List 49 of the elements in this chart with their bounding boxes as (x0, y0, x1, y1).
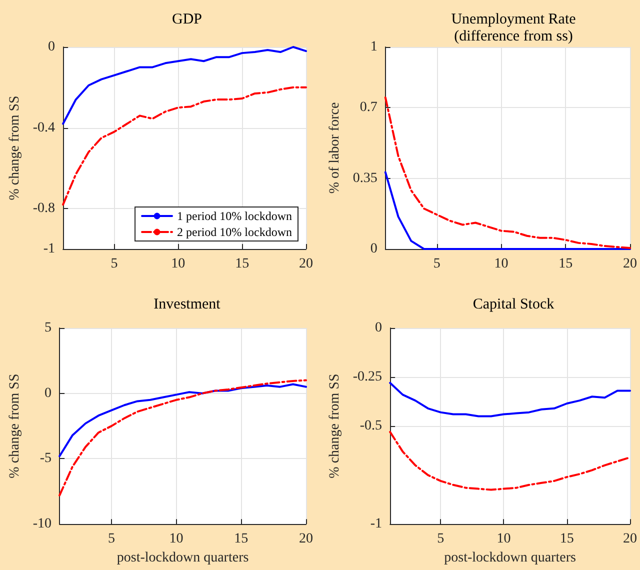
y-tick-label: 0.7 (360, 100, 378, 116)
x-axis-title: post-lockdown quarters (444, 550, 576, 566)
x-tick-label: 15 (234, 532, 248, 547)
x-tick-label: 10 (496, 532, 511, 547)
line-series (389, 430, 631, 491)
y-tick-label: 5 (44, 320, 52, 336)
x-tick-label: 15 (560, 532, 574, 547)
chart-title: Investment (154, 296, 222, 312)
x-tick-label: 20 (623, 532, 637, 547)
y-tick-label: -0.5 (360, 418, 382, 434)
y-tick-label: -0.25 (352, 370, 382, 385)
x-tick-label: 15 (235, 256, 250, 272)
y-axis-title: % change from SS (328, 374, 342, 478)
x-tick-label: 20 (299, 532, 313, 547)
y-axis-title: % change from SS (8, 96, 22, 200)
y-tick-label: 0 (44, 386, 52, 401)
x-tick-label: 5 (433, 256, 440, 272)
y-tick-label: -1 (370, 516, 382, 532)
x-axis-title: post-lockdown quarters (116, 550, 249, 566)
x-tick-label: 15 (558, 256, 573, 272)
y-axis-title: % change from SS (8, 374, 22, 478)
chart-title: Unemployment Rate (difference from ss) (451, 12, 576, 44)
line-series (389, 382, 631, 418)
x-tick-label: 10 (171, 256, 186, 272)
chart-title: GDP (172, 12, 202, 28)
x-tick-label: 5 (108, 532, 115, 547)
y-tick-label: -0.8 (32, 201, 56, 216)
y-axis-title: % of labor force (328, 102, 342, 194)
y-tick-label: -10 (32, 516, 52, 532)
y-tick-label: -5 (40, 451, 52, 466)
legend-label: 1 period 10% lockdown (177, 209, 292, 223)
line-series (58, 379, 307, 496)
y-tick-label: 0 (48, 40, 56, 54)
x-tick-label: 5 (110, 256, 118, 272)
y-tick-label: 1 (370, 40, 378, 54)
y-tick-label: -1 (43, 242, 56, 256)
x-tick-label: 10 (494, 256, 508, 272)
x-tick-label: 5 (437, 532, 444, 547)
line-series (58, 383, 307, 458)
y-tick-label: 0 (370, 242, 378, 256)
y-tick-label: -0.4 (32, 120, 56, 136)
chart-title: Capital Stock (472, 296, 555, 312)
x-tick-label: 10 (169, 532, 184, 547)
legend-label: 2 period 10% lockdown (177, 225, 292, 239)
x-tick-label: 20 (299, 256, 313, 272)
line-series (62, 86, 307, 206)
y-tick-label: 0.35 (352, 170, 378, 186)
x-tick-label: 20 (623, 256, 637, 272)
y-tick-label: 0 (375, 320, 382, 336)
